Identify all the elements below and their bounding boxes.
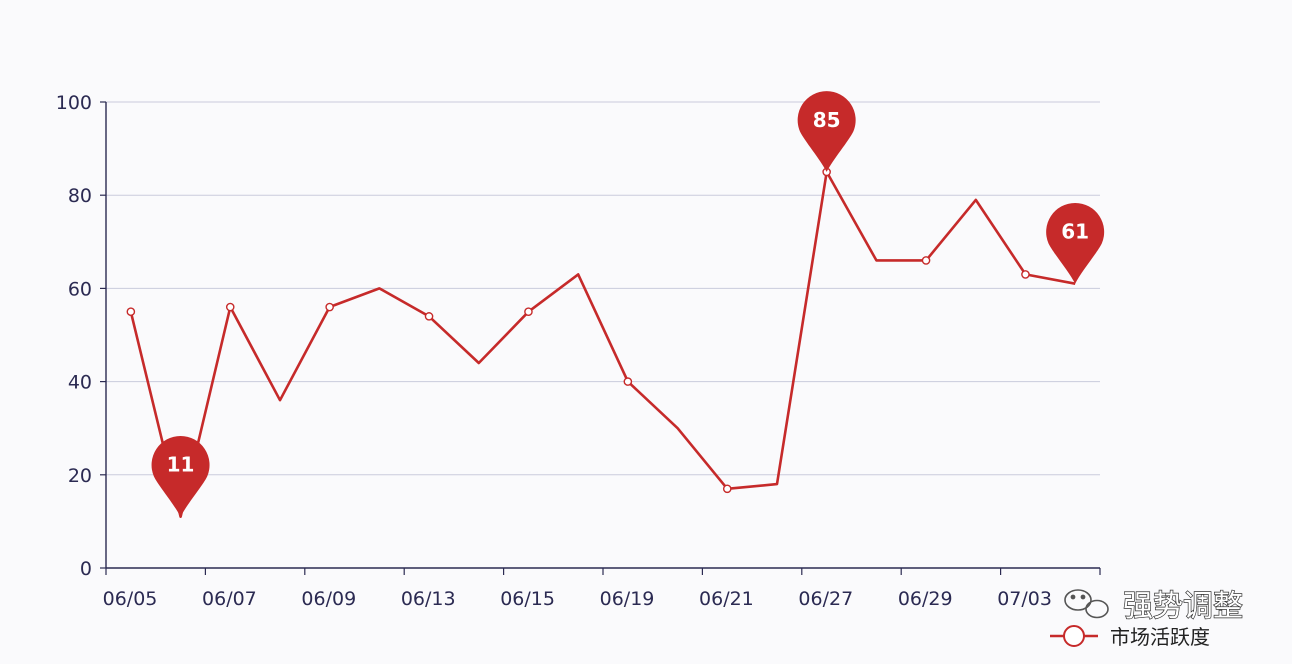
legend-marker-icon (1063, 625, 1085, 647)
annotation-pins: 11 85 61 (151, 91, 1105, 517)
x-tick-label: 06/15 (500, 588, 555, 610)
x-tick-label: 06/21 (699, 588, 754, 610)
data-point[interactable] (225, 302, 235, 312)
y-tick-label: 80 (68, 185, 92, 207)
annotation-pin[interactable]: 85 (797, 91, 856, 172)
x-tick-label: 06/29 (898, 588, 953, 610)
pin-shape (1046, 202, 1105, 284)
pin-label: 61 (1061, 220, 1089, 244)
data-point[interactable] (325, 302, 334, 312)
data-point[interactable] (524, 307, 533, 317)
x-tick-label: 06/07 (202, 588, 257, 610)
y-tick-label: 0 (80, 558, 92, 580)
data-point[interactable] (623, 377, 633, 386)
wechat-icon (1064, 589, 1109, 619)
series-line (129, 170, 1076, 519)
x-tick-label: 07/03 (997, 588, 1052, 610)
y-tick-label: 20 (68, 465, 92, 487)
x-tick-label: 06/13 (401, 588, 456, 610)
watermark: 强势调整 (1064, 588, 1244, 625)
pin-label: 11 (167, 453, 195, 477)
series-layer (126, 167, 1076, 519)
y-tick-label: 100 (56, 92, 92, 114)
x-tick-label: 06/27 (798, 588, 853, 610)
x-tick-label: 06/05 (103, 588, 158, 610)
watermark-text: 强势调整 (1123, 589, 1243, 624)
grid-lines (106, 101, 1100, 476)
data-point[interactable] (722, 484, 732, 494)
data-point[interactable] (424, 312, 434, 321)
data-point[interactable] (1021, 270, 1030, 279)
legend[interactable]: 市场活跃度 (1050, 625, 1210, 649)
data-point[interactable] (126, 307, 136, 317)
pin-shape (797, 91, 856, 172)
y-tick-label: 60 (68, 278, 92, 300)
annotation-pin[interactable]: 11 (151, 435, 210, 517)
x-tick-label: 06/09 (301, 588, 356, 610)
annotation-pin[interactable]: 61 (1046, 202, 1105, 284)
pin-shape (151, 435, 210, 517)
data-point[interactable] (921, 256, 931, 265)
axes: 0 20 40 60 80 100 06/05 06/07 06/09 06/13 06/15 06/… (56, 92, 1101, 610)
pin-label: 85 (813, 108, 841, 132)
legend-label: 市场活跃度 (1110, 625, 1210, 649)
y-tick-label: 40 (68, 372, 92, 394)
x-tick-label: 06/19 (600, 588, 655, 610)
